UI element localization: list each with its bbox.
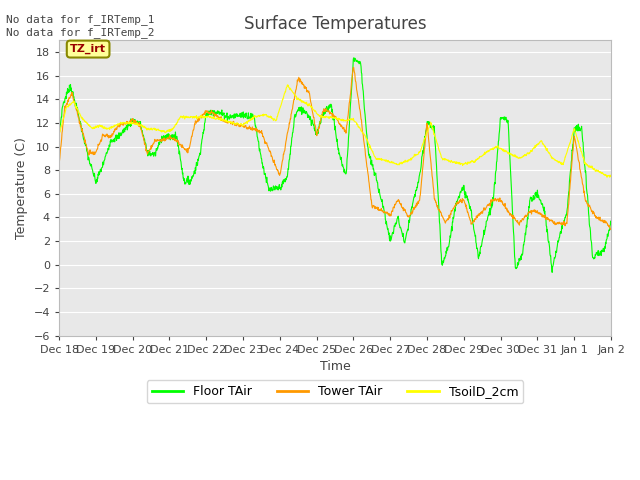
Tower TAir	[120, 120, 128, 126]
TsoilD_2cm	[370, 151, 378, 156]
TsoilD_2cm	[607, 174, 615, 180]
Line: Floor TAir: Floor TAir	[59, 58, 611, 272]
Line: TsoilD_2cm: TsoilD_2cm	[59, 85, 611, 177]
Tower TAir	[301, 84, 308, 89]
Line: Tower TAir: Tower TAir	[59, 67, 611, 229]
Tower TAir	[607, 226, 615, 232]
Floor TAir	[98, 165, 106, 170]
X-axis label: Time: Time	[320, 360, 351, 373]
Text: No data for f_IRTemp_1
No data for f_IRTemp_2: No data for f_IRTemp_1 No data for f_IRT…	[6, 14, 155, 38]
Floor TAir	[120, 126, 128, 132]
Floor TAir	[311, 125, 319, 131]
Tower TAir	[350, 64, 358, 70]
Floor TAir	[289, 126, 297, 132]
TsoilD_2cm	[120, 120, 128, 126]
Text: TZ_irt: TZ_irt	[70, 44, 106, 54]
Floor TAir	[370, 166, 378, 172]
TsoilD_2cm	[55, 131, 63, 136]
TsoilD_2cm	[98, 124, 106, 130]
Title: Surface Temperatures: Surface Temperatures	[244, 15, 426, 33]
Tower TAir	[98, 136, 106, 142]
Tower TAir	[55, 161, 63, 167]
Tower TAir	[370, 203, 378, 208]
Floor TAir	[301, 108, 308, 114]
TsoilD_2cm	[311, 109, 319, 115]
Legend: Floor TAir, Tower TAir, TsoilD_2cm: Floor TAir, Tower TAir, TsoilD_2cm	[147, 380, 524, 403]
Tower TAir	[607, 227, 614, 232]
TsoilD_2cm	[290, 91, 298, 96]
Floor TAir	[55, 129, 63, 134]
Tower TAir	[289, 101, 297, 107]
Floor TAir	[607, 221, 615, 227]
TsoilD_2cm	[603, 174, 611, 180]
Y-axis label: Temperature (C): Temperature (C)	[15, 137, 28, 239]
TsoilD_2cm	[301, 100, 309, 106]
TsoilD_2cm	[284, 82, 291, 88]
Floor TAir	[548, 269, 556, 275]
Tower TAir	[311, 121, 319, 127]
Floor TAir	[350, 55, 358, 60]
